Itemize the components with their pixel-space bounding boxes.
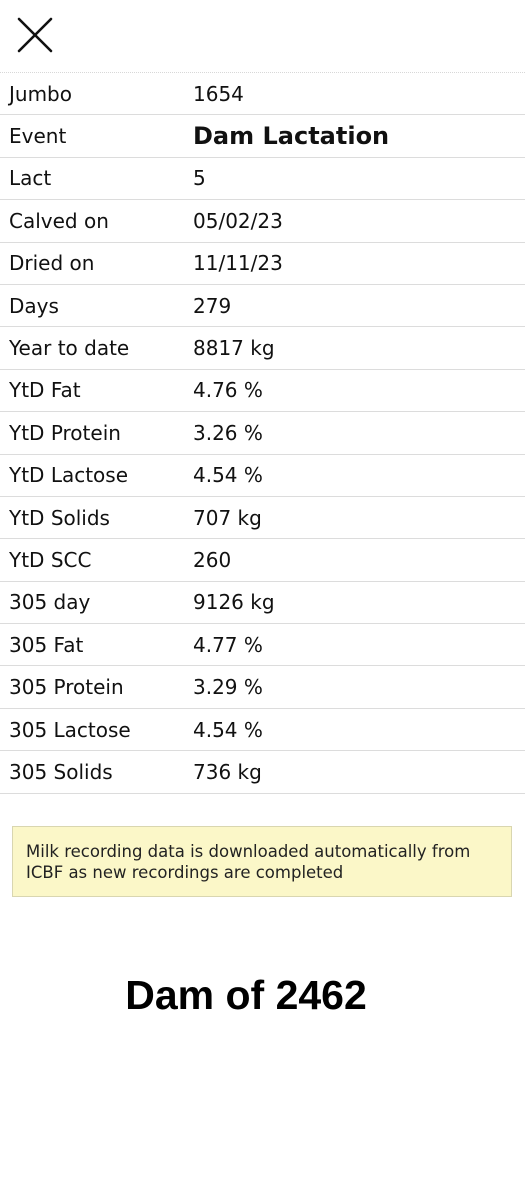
detail-value: 9126 kg: [193, 590, 275, 615]
event-value: Dam Lactation: [193, 122, 390, 151]
detail-label: Calved on: [9, 208, 109, 233]
detail-row-305-day: 305 day 9126 kg: [0, 582, 525, 625]
detail-value: 05/02/23: [193, 208, 283, 233]
detail-value: 3.29 %: [193, 675, 263, 700]
detail-row-305-protein: 305 Protein 3.29 %: [0, 666, 525, 709]
detail-value: 736 kg: [193, 759, 262, 784]
detail-label: 305 Solids: [9, 759, 113, 784]
detail-row-ytd-fat: YtD Fat 4.76 %: [0, 370, 525, 413]
detail-label: Event: [9, 124, 67, 149]
detail-label: Year to date: [9, 336, 130, 361]
detail-value: 11/11/23: [193, 251, 283, 276]
detail-label: Dried on: [9, 251, 95, 276]
detail-label: 305 Protein: [9, 675, 124, 700]
detail-label: 305 Fat: [9, 632, 84, 657]
detail-row-jumbo: Jumbo 1654: [0, 73, 525, 116]
detail-label: YtD SCC: [9, 547, 92, 572]
detail-value: 5: [193, 166, 206, 191]
detail-value: 8817 kg: [193, 336, 275, 361]
detail-row-305-lactose: 305 Lactose 4.54 %: [0, 709, 525, 752]
detail-value: 707 kg: [193, 505, 262, 530]
detail-value: 4.77 %: [193, 632, 263, 657]
detail-row-ytd-scc: YtD SCC 260: [0, 539, 525, 582]
close-icon: [17, 17, 53, 53]
detail-value: 4.54 %: [193, 717, 263, 742]
detail-value: 4.76 %: [193, 378, 263, 403]
detail-row-ytd-protein: YtD Protein 3.26 %: [0, 412, 525, 455]
detail-label: YtD Protein: [9, 420, 121, 445]
top-bar: [0, 0, 525, 73]
detail-value: 260: [193, 547, 232, 572]
detail-label: 305 Lactose: [9, 717, 131, 742]
detail-row-305-fat: 305 Fat 4.77 %: [0, 624, 525, 667]
detail-label: Jumbo: [9, 81, 72, 106]
detail-value: 3.26 %: [193, 420, 263, 445]
detail-label: YtD Fat: [9, 378, 81, 403]
detail-row-calved-on: Calved on 05/02/23: [0, 200, 525, 243]
detail-row-days: Days 279: [0, 285, 525, 328]
detail-row-ytd-solids: YtD Solids 707 kg: [0, 497, 525, 540]
detail-value: 4.54 %: [193, 463, 263, 488]
detail-value: 1654: [193, 81, 244, 106]
detail-value: 279: [193, 293, 232, 318]
detail-row-event: Event Dam Lactation: [0, 115, 525, 158]
lactation-details-table: Jumbo 1654 Event Dam Lactation Lact 5 Ca…: [0, 73, 525, 794]
detail-label: YtD Lactose: [9, 463, 129, 488]
detail-label: YtD Solids: [9, 505, 110, 530]
close-button[interactable]: [14, 14, 56, 56]
detail-row-dried-on: Dried on 11/11/23: [0, 243, 525, 285]
detail-label: Lact: [9, 166, 52, 191]
info-note: Milk recording data is downloaded automa…: [12, 826, 512, 897]
detail-row-year-to-date: Year to date 8817 kg: [0, 327, 525, 370]
dam-of-title: Dam of 2462: [125, 972, 367, 1018]
detail-label: 305 day: [9, 590, 91, 615]
detail-row-305-solids: 305 Solids 736 kg: [0, 751, 525, 794]
detail-label: Days: [9, 293, 59, 318]
detail-row-lact: Lact 5: [0, 158, 525, 201]
detail-row-ytd-lactose: YtD Lactose 4.54 %: [0, 455, 525, 497]
